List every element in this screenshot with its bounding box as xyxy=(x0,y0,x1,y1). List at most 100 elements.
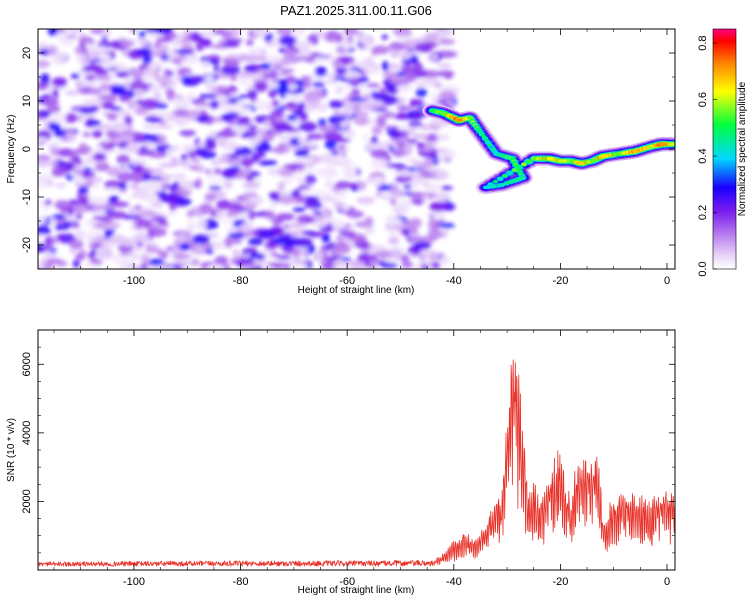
heatmap-noise-cell xyxy=(150,85,169,90)
heatmap-noise-cell xyxy=(222,41,240,48)
heatmap-noise-cell xyxy=(146,143,155,151)
heatmap-noise-cell xyxy=(78,196,89,206)
heatmap-noise-cell xyxy=(335,85,343,95)
heatmap-noise-cell xyxy=(133,245,142,253)
heatmap-ridge-cell xyxy=(498,177,503,181)
heatmap-noise-cell xyxy=(416,142,425,149)
heatmap-noise-cell xyxy=(187,218,195,226)
heatmap-noise-cell xyxy=(99,143,115,152)
heatmap-noise-cell xyxy=(56,31,66,40)
heatmap-noise-cell xyxy=(50,112,67,124)
heatmap-noise-cell xyxy=(101,35,108,41)
heatmap-noise-cell xyxy=(38,243,45,253)
heatmap-ridge-cell xyxy=(521,162,527,166)
heatmap-noise-cell xyxy=(387,227,398,235)
heatmap-noise-cell xyxy=(76,114,85,122)
heatmap-noise-cell xyxy=(172,258,179,264)
heatmap-noise-cell xyxy=(283,224,290,229)
heatmap-noise-cell xyxy=(89,46,110,52)
heatmap-noise-cell xyxy=(68,239,84,250)
heatmap-noise-cell xyxy=(389,131,403,140)
heatmap-noise-cell xyxy=(424,133,441,142)
heatmap-noise-cell xyxy=(166,147,173,158)
heatmap-noise-cell xyxy=(366,83,381,88)
heatmap-noise-cell xyxy=(389,77,401,84)
heatmap-noise-cell xyxy=(245,39,254,46)
heatmap-noise-cell xyxy=(197,141,206,148)
heatmap-noise-cell xyxy=(92,215,111,221)
heatmap-noise-cell xyxy=(363,104,373,110)
heatmap-noise-cell xyxy=(85,42,93,51)
heatmap-noise-cell xyxy=(98,53,111,62)
heatmap-noise-cell xyxy=(100,223,117,230)
heatmap-noise-cell xyxy=(140,38,150,47)
heatmap-noise-cell xyxy=(117,181,128,190)
heatmap-noise-cell xyxy=(318,91,326,98)
heatmap-noise-cell xyxy=(434,29,449,33)
heatmap-noise-cell xyxy=(148,60,160,71)
heatmap-noise-cell xyxy=(208,185,222,191)
snr-x-tick-label: -20 xyxy=(552,576,568,588)
heatmap-noise-cell xyxy=(330,244,351,254)
heatmap-noise-cell xyxy=(310,220,328,228)
heatmap-noise-cell xyxy=(297,185,309,191)
heatmap-noise-cell xyxy=(436,100,448,105)
heatmap-noise-cell xyxy=(64,211,80,222)
heatmap-noise-cell xyxy=(303,167,314,173)
heatmap-noise-cell xyxy=(379,262,398,268)
heatmap-noise-cell xyxy=(356,76,369,83)
heatmap-noise-cell xyxy=(368,253,378,262)
heatmap-noise-cell xyxy=(435,192,451,202)
heatmap-noise-cell xyxy=(264,119,271,129)
heatmap-noise-cell xyxy=(288,175,305,181)
heatmap-noise-cell xyxy=(261,62,271,70)
heatmap-noise-cell xyxy=(292,207,306,213)
heatmap-noise-cell xyxy=(48,121,61,132)
heatmap-ridge-cell xyxy=(512,168,517,172)
heatmap-noise-cell xyxy=(39,73,50,84)
heatmap-noise-cell xyxy=(145,243,153,253)
heatmap-noise-cell xyxy=(206,54,221,61)
heatmap-ridge-cell xyxy=(502,174,508,178)
heatmap-noise-cell xyxy=(331,218,346,230)
heatmap-noise-cell xyxy=(271,37,281,47)
heatmap-noise-cell xyxy=(200,60,211,69)
heatmap-noise-cell xyxy=(155,124,174,130)
snr-panel: -100 -80 -60 -40 -20 0 2000 4000 6000 Height of… xyxy=(6,329,676,596)
heatmap-noise-cell xyxy=(142,171,151,182)
heatmap-noise-cell xyxy=(192,182,200,189)
heatmap-noise-cell xyxy=(207,264,225,269)
heatmap-noise-cell xyxy=(312,81,325,88)
heatmap-noise-cell xyxy=(195,42,204,52)
heatmap-noise-cell xyxy=(284,94,299,100)
heatmap-noise-cell xyxy=(177,258,193,265)
heatmap-noise-cell xyxy=(180,153,188,162)
heatmap-noise-cell xyxy=(440,50,458,58)
heatmap-noise-cell xyxy=(87,234,95,245)
heatmap-noise-cell xyxy=(412,62,424,73)
heatmap-noise-cell xyxy=(147,176,163,181)
heatmap-noise-cell xyxy=(172,253,193,259)
heatmap-noise-cell xyxy=(111,122,129,133)
heatmap-noise-cell xyxy=(333,201,346,209)
heatmap-noise-cell xyxy=(240,222,254,233)
heatmap-noise-cell xyxy=(243,202,257,211)
heatmap-noise-cell xyxy=(204,248,214,254)
heatmap-noise-cell xyxy=(49,216,56,227)
heatmap-noise-cell xyxy=(176,173,186,179)
heatmap-noise-cell xyxy=(81,158,98,165)
heatmap-noise-cell xyxy=(239,94,248,100)
heatmap-noise-cell xyxy=(304,177,316,182)
heatmap-noise-cell xyxy=(213,65,220,72)
heatmap-noise-cell xyxy=(148,116,163,123)
snr-x-axis-label: Height of straight line (km) xyxy=(298,585,415,596)
heatmap-x-axis-label: Height of straight line (km) xyxy=(298,285,415,296)
heatmap-noise-cell xyxy=(343,29,359,36)
heatmap-noise-cell xyxy=(318,196,337,203)
heatmap-noise-cell xyxy=(133,132,145,143)
heatmap-noise-cell xyxy=(414,265,423,269)
heatmap-y-tick-label: 10 xyxy=(21,95,33,107)
heatmap-noise-cell xyxy=(280,56,301,64)
heatmap-ridge-point xyxy=(669,142,675,146)
